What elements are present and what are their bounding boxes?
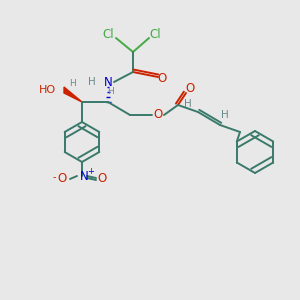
Text: H: H — [88, 77, 96, 87]
Text: O: O — [57, 172, 67, 185]
Text: Cl: Cl — [149, 28, 161, 41]
Text: H: H — [69, 79, 75, 88]
Text: N: N — [103, 76, 112, 88]
Text: HO: HO — [39, 85, 56, 95]
Text: +: + — [88, 167, 94, 176]
Text: H: H — [106, 88, 113, 97]
Text: Cl: Cl — [102, 28, 114, 41]
Text: O: O — [158, 71, 166, 85]
Text: -: - — [52, 172, 56, 182]
Text: O: O — [98, 172, 106, 185]
Text: N: N — [80, 169, 88, 182]
Text: H: H — [184, 99, 192, 109]
Polygon shape — [64, 87, 82, 102]
Text: O: O — [185, 82, 195, 94]
Text: H: H — [221, 110, 229, 120]
Text: O: O — [153, 109, 163, 122]
